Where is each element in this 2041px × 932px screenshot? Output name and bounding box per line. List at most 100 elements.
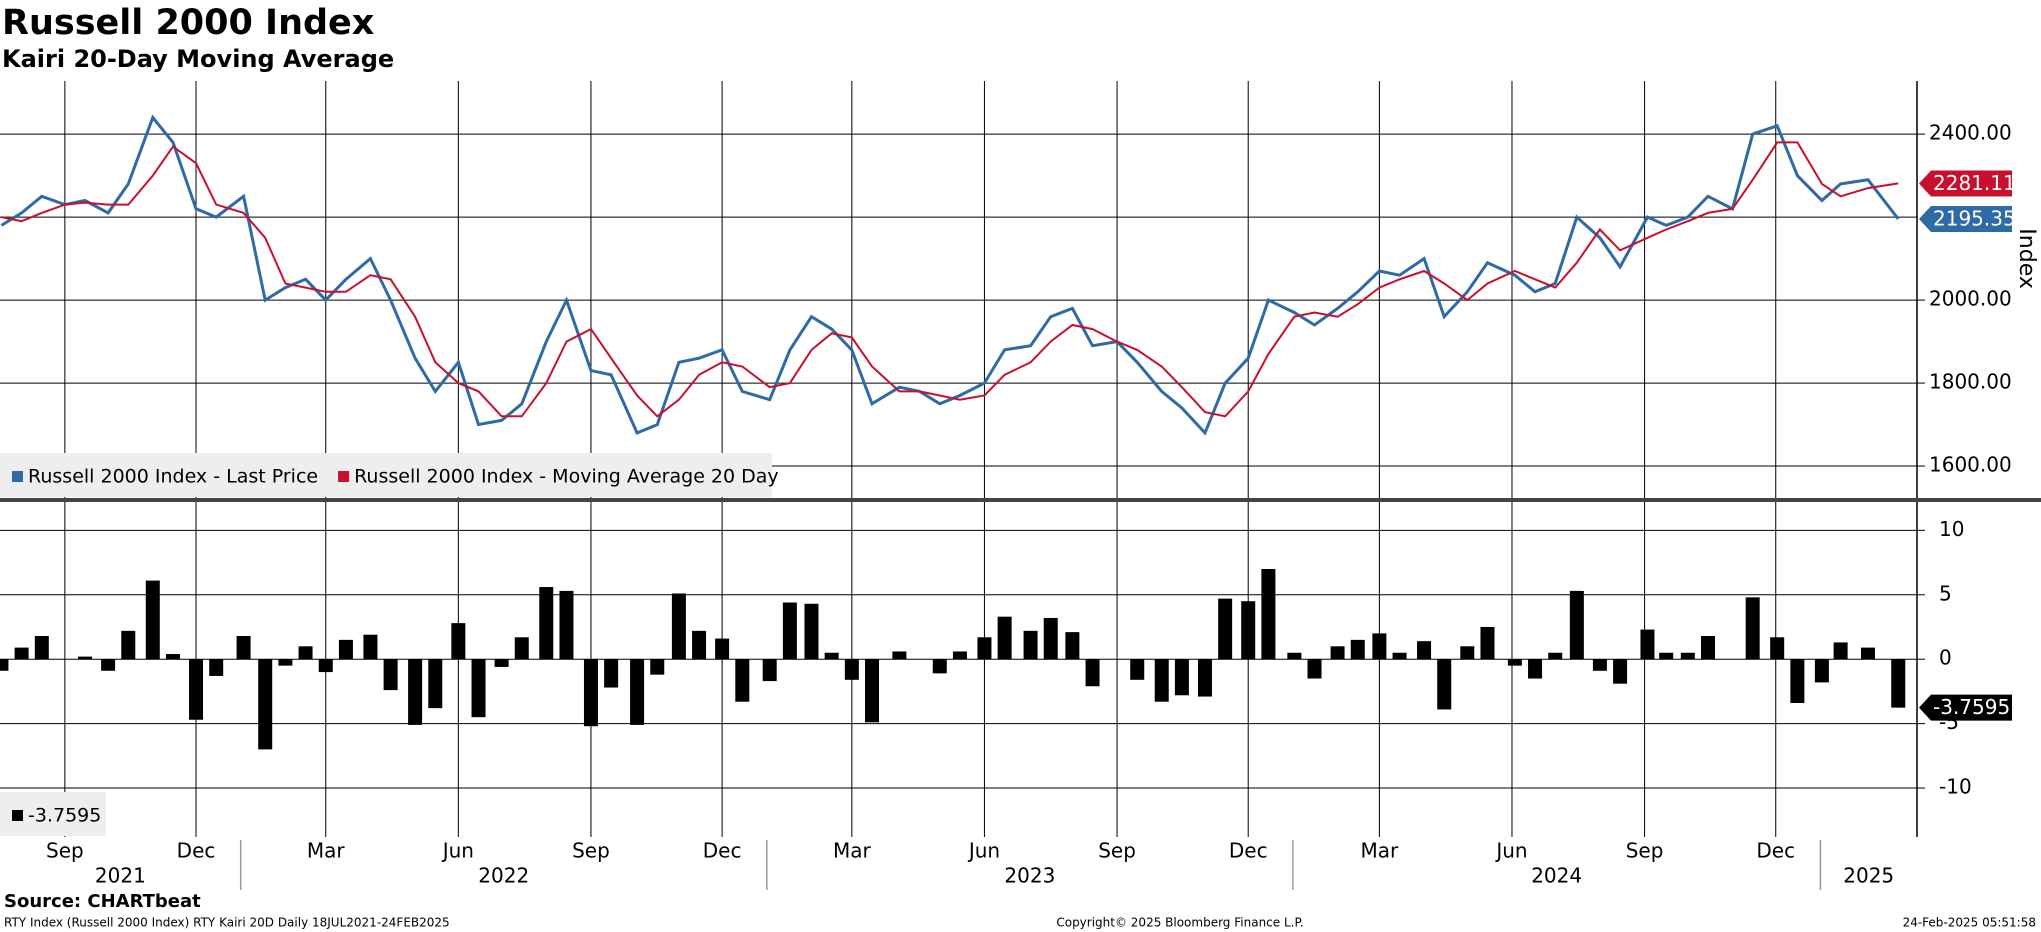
bar: [1154, 659, 1169, 702]
bar: [1833, 642, 1848, 660]
footer-center: Copyright© 2025 Bloomberg Finance L.P.: [1056, 916, 1303, 930]
x-tick-label: Dec: [177, 839, 216, 863]
bar: [408, 659, 423, 725]
bar: [471, 659, 486, 718]
legend-box: [0, 453, 772, 497]
bar: [1480, 626, 1495, 660]
bar: [539, 587, 554, 660]
bar: [101, 659, 116, 671]
x-tick-label: Mar: [1361, 839, 1400, 863]
last-value-marker: [1919, 694, 2012, 721]
bar: [1659, 652, 1674, 660]
year-label: 2023: [1004, 864, 1055, 888]
x-tick-label: Mar: [307, 839, 346, 863]
x-tick-label: Sep: [572, 839, 610, 863]
bar: [1174, 659, 1189, 696]
bar: [715, 638, 730, 660]
bar: [1330, 646, 1345, 660]
x-tick-label: Dec: [1756, 839, 1795, 863]
source: Source: CHARTbeat: [4, 891, 201, 912]
bar: [1569, 590, 1584, 660]
bar: [1350, 639, 1365, 660]
x-tick-label: Sep: [1098, 839, 1136, 863]
bar: [804, 603, 819, 660]
x-tick-label: Sep: [46, 839, 84, 863]
y-tick-label: 1800.00: [1929, 370, 2012, 394]
bar: [1065, 632, 1080, 660]
bar: [78, 656, 93, 660]
bar: [604, 659, 619, 688]
legend-swatch: [12, 471, 23, 482]
bar: [121, 630, 136, 660]
bar: [1417, 641, 1432, 660]
bar: [1437, 659, 1452, 710]
y-tick-label: 10: [1939, 517, 1964, 541]
bar: [1613, 659, 1628, 684]
bar: [1548, 652, 1563, 660]
footer-right: 24-Feb-2025 05:51:58: [1903, 916, 2036, 930]
bar: [1790, 659, 1805, 703]
bar: [824, 652, 839, 660]
bar: [1891, 659, 1906, 708]
bar: [1528, 659, 1543, 679]
bar: [1592, 659, 1607, 671]
bar: [1392, 652, 1407, 660]
chart-title: Russell 2000 Index: [2, 3, 375, 43]
bar: [514, 637, 529, 660]
bar: [1241, 601, 1256, 660]
bar: [1130, 659, 1145, 680]
bar: [1287, 652, 1302, 660]
bar: [1507, 659, 1522, 666]
legend-label: -3.7595: [28, 805, 101, 827]
last-value-label: 2281.11: [1933, 171, 2016, 195]
last-value-label: -3.7595: [1933, 695, 2010, 719]
bar: [428, 659, 443, 709]
bar: [1814, 659, 1829, 683]
bar: [630, 659, 645, 725]
y-tick-label: 2000.00: [1929, 287, 2012, 311]
bar: [892, 651, 907, 660]
chart-subtitle: Kairi 20-Day Moving Average: [2, 45, 394, 73]
bar: [363, 634, 378, 660]
bar: [583, 659, 598, 727]
bar: [258, 659, 273, 750]
bar: [559, 590, 574, 660]
y-tick-label: 1600.00: [1929, 453, 2012, 477]
year-label: 2021: [95, 864, 146, 888]
legend-swatch: [12, 810, 23, 821]
year-label: 2022: [478, 864, 529, 888]
bar: [189, 659, 204, 720]
last-value-label: 2195.35: [1933, 207, 2016, 231]
bar: [1261, 569, 1276, 660]
x-tick-label: Jun: [967, 839, 1000, 863]
bar: [1701, 636, 1716, 660]
bar: [14, 647, 29, 660]
bar: [865, 659, 880, 723]
bar: [782, 602, 797, 660]
bar: [1043, 617, 1058, 660]
y-tick-label: 2400.00: [1929, 121, 2012, 145]
bar: [34, 636, 49, 660]
bar: [1197, 659, 1212, 697]
x-tick-label: Jun: [1494, 839, 1527, 863]
bar: [997, 616, 1012, 660]
bar: [494, 659, 509, 667]
bar: [318, 659, 333, 673]
bar: [650, 659, 665, 675]
bar: [278, 659, 293, 666]
bar: [298, 646, 313, 660]
bar: [0, 659, 9, 671]
legend-label: Russell 2000 Index - Last Price: [28, 466, 318, 488]
bar: [844, 659, 859, 680]
legend-swatch: [338, 471, 350, 482]
bar: [932, 659, 947, 674]
legend-label: Russell 2000 Index - Moving Average 20 D…: [354, 466, 779, 488]
year-label: 2024: [1531, 864, 1582, 888]
bar: [1680, 652, 1695, 660]
bar: [236, 636, 251, 660]
bar: [1745, 597, 1760, 660]
bar: [1372, 633, 1387, 660]
y-tick-label: 0: [1939, 646, 1952, 670]
x-tick-label: Mar: [833, 839, 872, 863]
